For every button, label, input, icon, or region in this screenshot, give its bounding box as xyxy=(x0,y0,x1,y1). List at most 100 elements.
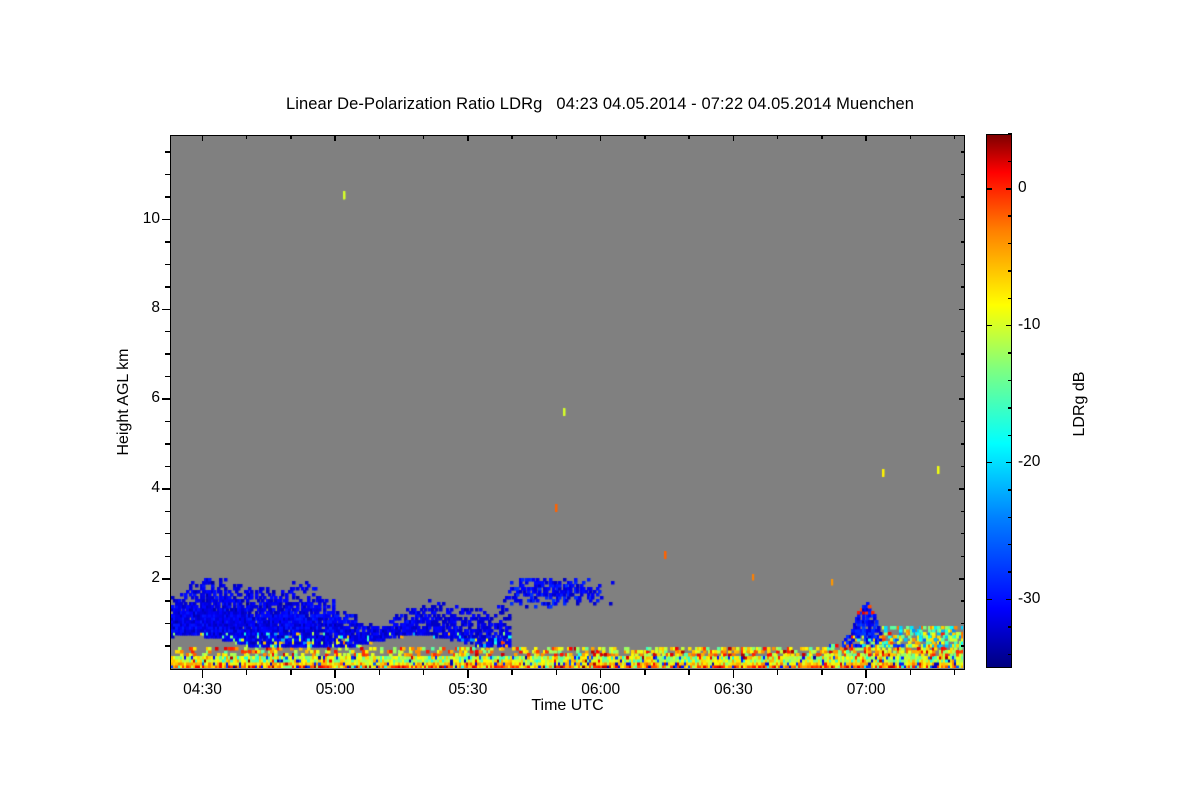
y-axis-tick-minor-inner xyxy=(961,465,965,468)
colorbar-tick-inner xyxy=(986,324,992,327)
colorbar-tick-minor xyxy=(1008,215,1012,217)
y-axis-tick-minor-inner xyxy=(961,533,965,535)
x-axis-tick-major-inner xyxy=(201,135,204,141)
plot-area[interactable] xyxy=(170,135,965,670)
colorbar-tick-minor xyxy=(1008,571,1012,573)
colorbar-tick xyxy=(1006,598,1012,601)
y-axis-tick-minor-inner xyxy=(961,375,965,378)
y-axis-tick-minor-inner xyxy=(961,420,965,423)
y-axis-tick-minor xyxy=(165,622,170,625)
y-axis-tick-major-inner xyxy=(959,308,965,311)
colorbar-tick-minor xyxy=(1008,352,1012,354)
y-axis-tick-minor xyxy=(165,173,170,176)
y-axis-tick-major xyxy=(162,577,170,580)
colorbar-tick-minor xyxy=(1008,544,1012,546)
colorbar-tick-label: -30 xyxy=(1018,589,1041,607)
x-axis-tick-minor xyxy=(688,670,690,675)
y-axis-tick-label: 8 xyxy=(151,299,160,317)
x-axis-tick-major xyxy=(467,670,469,678)
y-axis-tick-major xyxy=(162,308,170,311)
colorbar-tick xyxy=(1006,188,1012,190)
colorbar-tick-minor xyxy=(1008,489,1012,491)
colorbar-tick-minor xyxy=(1008,133,1012,135)
x-axis-tick-minor-inner xyxy=(821,135,823,139)
y-axis-tick-minor-inner xyxy=(961,510,965,512)
y-axis-tick-major-inner xyxy=(959,398,965,400)
chart-title: Linear De-Polarization Ratio LDRg 04:23 … xyxy=(285,95,915,113)
y-axis-tick-minor-inner xyxy=(961,353,965,355)
colorbar-tick-minor xyxy=(1008,297,1012,299)
y-axis-tick-minor xyxy=(165,645,170,647)
colorbar-tick-minor xyxy=(1008,160,1012,163)
x-axis-tick-minor-inner xyxy=(511,135,513,139)
colorbar-tick-label: -10 xyxy=(1018,315,1041,333)
x-axis-tick-major-inner xyxy=(599,135,602,141)
x-axis-tick-minor xyxy=(776,670,779,675)
colorbar-tick-minor xyxy=(1008,407,1012,409)
x-axis-tick-major xyxy=(334,670,336,678)
y-axis-tick-minor-inner xyxy=(961,286,965,288)
colorbar-tick xyxy=(1006,461,1012,464)
x-axis-tick-minor-inner xyxy=(378,135,381,139)
x-axis-tick-minor xyxy=(511,670,513,675)
y-axis-tick-minor-inner xyxy=(961,622,965,625)
y-axis-tick-major-inner xyxy=(959,218,965,221)
colorbar-tick-minor xyxy=(1008,270,1012,272)
x-axis-tick-label: 06:00 xyxy=(581,681,621,698)
y-axis-tick-major xyxy=(162,398,170,400)
y-axis-tick-label: 6 xyxy=(151,389,160,407)
y-axis-tick-major-inner xyxy=(959,488,965,490)
colorbar-label: LDRg dB xyxy=(1071,371,1088,437)
colorbar-tick-label: -20 xyxy=(1018,452,1041,470)
y-axis-tick-minor xyxy=(165,241,170,243)
y-axis-tick-minor xyxy=(165,151,170,153)
x-axis-tick-minor-inner xyxy=(290,135,292,139)
colorbar[interactable] xyxy=(986,134,1012,668)
y-axis-tick-minor xyxy=(165,600,170,602)
y-axis-tick-minor xyxy=(165,465,170,468)
x-axis-tick-minor xyxy=(246,670,248,675)
y-axis-tick-minor xyxy=(165,196,170,198)
x-axis-tick-major-inner xyxy=(865,135,867,141)
colorbar-tick-minor xyxy=(1008,653,1012,655)
colorbar-tick-minor xyxy=(1008,242,1012,245)
y-axis-tick-label: 10 xyxy=(142,209,160,227)
y-axis-tick-major xyxy=(162,488,170,490)
y-axis-tick-major-inner xyxy=(959,577,965,580)
x-axis-tick-minor-inner xyxy=(644,135,646,139)
y-axis-tick-minor xyxy=(165,420,170,423)
y-axis-tick-minor xyxy=(165,286,170,288)
y-axis-tick-minor-inner xyxy=(961,331,965,333)
y-axis-tick-minor-inner xyxy=(961,241,965,243)
x-axis-tick-minor-inner xyxy=(423,135,425,139)
colorbar-tick-minor xyxy=(1008,434,1012,436)
x-axis-tick-major xyxy=(599,670,602,678)
y-axis-tick-minor xyxy=(165,331,170,333)
y-axis-label: Height AGL km xyxy=(115,348,132,456)
x-axis-label: Time UTC xyxy=(531,697,604,714)
colorbar-tick-minor xyxy=(1008,626,1012,628)
x-axis-tick-major xyxy=(865,670,867,678)
x-axis-tick-minor xyxy=(290,670,292,675)
y-axis-tick-minor-inner xyxy=(961,196,965,198)
y-axis-tick-major xyxy=(162,218,170,221)
y-axis-tick-minor-inner xyxy=(961,645,965,647)
x-axis-tick-major xyxy=(201,670,204,678)
y-axis-tick-minor-inner xyxy=(961,263,965,266)
colorbar-gradient xyxy=(986,134,1012,668)
x-axis-tick-minor-inner xyxy=(909,135,912,139)
y-axis-tick-label: 4 xyxy=(151,478,160,496)
colorbar-tick-inner xyxy=(986,461,992,464)
heatmap-data xyxy=(171,136,963,668)
y-axis-tick-minor xyxy=(165,443,170,445)
y-axis-tick-minor xyxy=(165,353,170,355)
y-axis-tick-minor-inner xyxy=(961,443,965,445)
y-axis-tick-minor-inner xyxy=(961,151,965,153)
y-axis-tick-label: 2 xyxy=(151,568,160,586)
y-axis-tick-minor xyxy=(165,510,170,512)
x-axis-tick-minor xyxy=(423,670,425,675)
x-axis-tick-label: 06:30 xyxy=(714,681,753,698)
x-axis-tick-minor xyxy=(821,670,823,675)
colorbar-tick-inner xyxy=(986,188,992,190)
